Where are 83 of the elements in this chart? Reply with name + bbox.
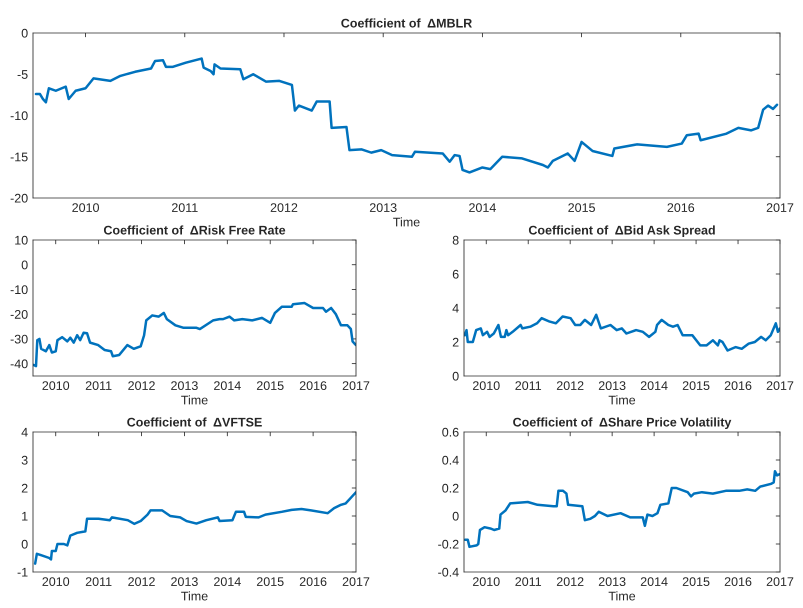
x-tick-label: 2016 xyxy=(300,381,326,390)
y-tick-label: 6 xyxy=(452,270,459,279)
x-tick-label: 2016 xyxy=(300,577,326,586)
x-tick-label: 2014 xyxy=(469,203,496,212)
x-tick-label: 2015 xyxy=(568,203,595,212)
y-tick-label: 0 xyxy=(452,512,459,521)
x-tick-label: 2016 xyxy=(724,381,752,390)
x-tick-label: 2016 xyxy=(724,577,752,586)
x-tick-label: 2015 xyxy=(256,577,284,586)
x-tick-label: 2016 xyxy=(668,203,694,212)
x-tick-label: 2017 xyxy=(766,203,794,212)
y-tick-label: -40 xyxy=(10,359,28,368)
x-tick-label: 2017 xyxy=(766,381,794,390)
x-tick-label: 2012 xyxy=(270,203,298,212)
x-tick-label: 2013 xyxy=(598,577,626,586)
y-tick-label: -10 xyxy=(10,111,28,120)
x-axis-title: Time xyxy=(608,395,636,404)
y-tick-label: 10 xyxy=(15,236,28,245)
x-tick-label: 2017 xyxy=(766,577,794,586)
x-tick-label: 2011 xyxy=(515,381,542,390)
chart-title: Coefficient of ΔShare Price Volatility xyxy=(513,417,732,430)
x-tick-label: 2013 xyxy=(598,381,626,390)
x-tick-label: 2011 xyxy=(172,203,198,212)
x-tick-label: 2012 xyxy=(128,577,155,586)
y-tick-label: 0 xyxy=(22,540,28,549)
line-series xyxy=(464,314,780,352)
y-tick-label: 8 xyxy=(452,236,459,245)
x-tick-label: 2010 xyxy=(42,577,70,586)
y-tick-label: 0 xyxy=(452,372,459,381)
chart-title: Coefficient of ΔBid Ask Spread xyxy=(528,225,715,238)
y-tick-label: -0.2 xyxy=(438,540,459,549)
x-tick-label: 2013 xyxy=(370,203,397,212)
x-tick-label: 2012 xyxy=(128,381,155,390)
x-tick-label: 2012 xyxy=(556,381,584,390)
y-tick-label: 4 xyxy=(452,304,459,313)
x-tick-label: 2015 xyxy=(682,577,710,586)
chart-title: Coefficient of ΔMBLR xyxy=(341,18,472,28)
y-tick-label: 4 xyxy=(21,428,28,437)
x-tick-label: 2012 xyxy=(556,577,584,586)
y-tick-label: 0 xyxy=(22,260,28,270)
y-tick-label: 3 xyxy=(22,456,28,465)
x-tick-label: 2013 xyxy=(171,577,198,586)
x-axis-title: Time xyxy=(393,217,420,226)
x-tick-label: 2011 xyxy=(515,577,542,586)
x-tick-label: 2014 xyxy=(640,577,668,586)
y-tick-label: 1 xyxy=(22,512,28,521)
y-tick-label: 2 xyxy=(452,338,459,347)
y-tick-label: 0 xyxy=(22,28,28,38)
x-tick-label: 2010 xyxy=(472,577,500,586)
x-tick-label: 2017 xyxy=(342,577,370,586)
x-tick-label: 2015 xyxy=(256,381,284,390)
x-tick-label: 2015 xyxy=(682,381,710,390)
x-tick-label: 2010 xyxy=(72,203,99,212)
x-tick-label: 2014 xyxy=(214,381,241,390)
y-tick-label: -20 xyxy=(10,310,28,319)
y-tick-label: -15 xyxy=(10,152,28,162)
y-tick-label: 0.6 xyxy=(442,428,459,437)
x-tick-label: 2011 xyxy=(86,577,112,586)
x-tick-label: 2014 xyxy=(214,577,241,586)
line-series xyxy=(34,490,356,565)
line-series xyxy=(464,470,780,548)
line-series xyxy=(33,302,356,368)
chart-title: Coefficient of ΔRisk Free Rate xyxy=(104,225,286,235)
x-axis-title: Time xyxy=(608,591,636,600)
y-tick-label: 2 xyxy=(22,484,28,493)
x-tick-label: 2010 xyxy=(472,381,500,390)
x-tick-label: 2014 xyxy=(640,381,668,390)
y-tick-label: 0.2 xyxy=(442,484,459,493)
chart-title: Coefficient of ΔVFTSE xyxy=(127,417,262,427)
y-tick-label: -5 xyxy=(18,70,28,79)
y-tick-label: 0.4 xyxy=(442,456,459,465)
x-tick-label: 2010 xyxy=(42,381,70,390)
x-axis-title: Time xyxy=(181,591,208,600)
y-tick-label: -10 xyxy=(10,285,28,294)
y-tick-label: -1 xyxy=(18,568,28,577)
y-tick-label: -20 xyxy=(10,194,28,203)
line-series xyxy=(34,57,778,174)
x-tick-label: 2017 xyxy=(342,381,370,390)
x-tick-label: 2013 xyxy=(171,381,198,390)
x-tick-label: 2011 xyxy=(86,381,112,390)
y-tick-label: -0.4 xyxy=(438,568,459,577)
y-tick-label: -30 xyxy=(10,334,28,344)
x-axis-title: Time xyxy=(181,395,208,404)
